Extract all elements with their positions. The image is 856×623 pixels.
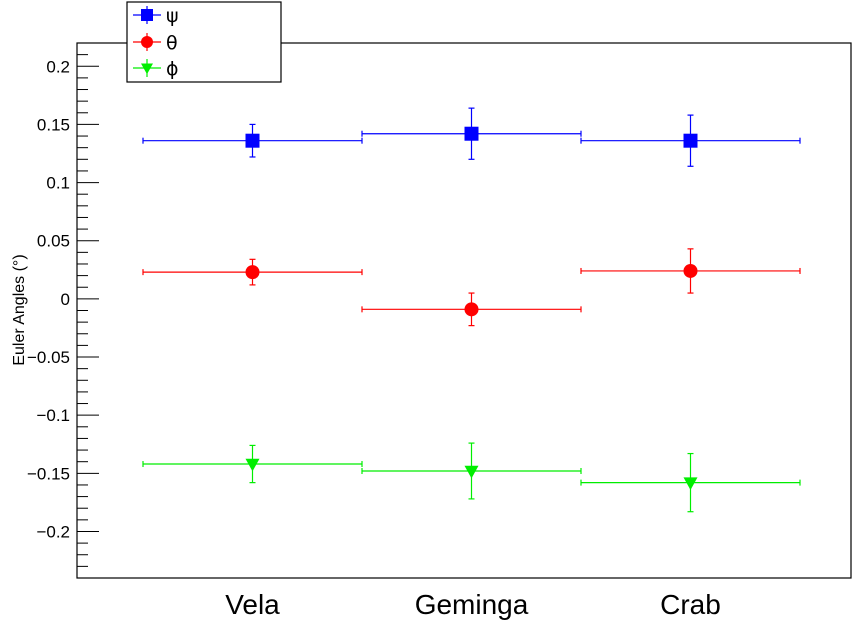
y-axis-title: Euler Angles (°) xyxy=(11,254,28,365)
y-tick-label: 0.15 xyxy=(37,115,70,134)
series-triangle-down xyxy=(142,442,801,513)
plot-frame xyxy=(76,42,852,579)
legend-label: ψ xyxy=(166,5,179,27)
data-point-marker xyxy=(464,126,479,141)
data-point-marker xyxy=(245,265,260,280)
x-category-label: Crab xyxy=(660,589,721,620)
data-point-marker xyxy=(683,133,698,148)
legend: ψθϕ xyxy=(126,1,282,83)
x-category-label: Vela xyxy=(225,589,280,620)
y-tick-label: 0 xyxy=(61,290,70,309)
y-tick-label: 0.05 xyxy=(37,232,70,251)
data-point-marker xyxy=(683,263,698,278)
y-tick-label: −0.05 xyxy=(27,348,70,367)
series-layer xyxy=(142,107,801,513)
data-point-marker xyxy=(464,302,479,317)
legend-label: ϕ xyxy=(166,58,179,80)
series-circle xyxy=(142,248,801,327)
legend-label: θ xyxy=(166,32,178,54)
data-point-marker xyxy=(245,133,260,148)
data-point-marker xyxy=(464,465,479,479)
y-tick-label: −0.2 xyxy=(36,522,70,541)
series-square xyxy=(142,107,801,167)
data-point-marker xyxy=(683,477,698,490)
x-axis: Vela Geminga Crab xyxy=(225,589,721,620)
x-category-label: Geminga xyxy=(415,589,529,620)
y-tick-label: −0.1 xyxy=(36,406,70,425)
data-point-marker xyxy=(141,9,153,21)
y-tick-label: 0.2 xyxy=(46,57,70,76)
data-point-marker xyxy=(141,63,153,75)
y-tick-label: −0.15 xyxy=(27,464,70,483)
data-point-marker xyxy=(245,458,260,472)
y-axis: 0.2 0.15 0.1 0.05 0 −0.05 −0.1 −0.15 −0.2 xyxy=(27,42,99,579)
y-tick-label: 0.1 xyxy=(46,174,70,193)
data-point-marker xyxy=(141,36,153,48)
